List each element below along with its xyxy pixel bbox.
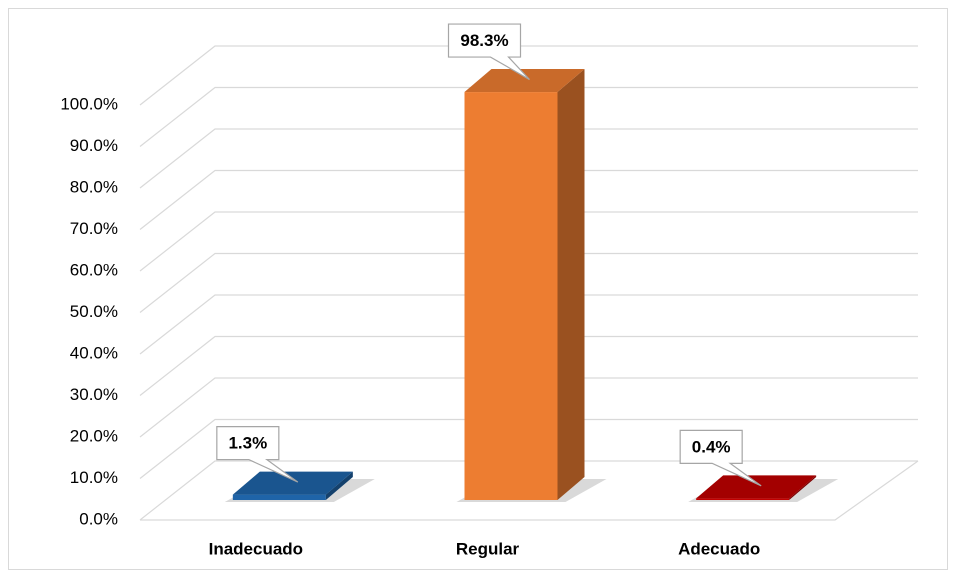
data-label: 98.3% [460,31,508,50]
bar [464,69,585,501]
y-tick-label: 40.0% [70,343,118,362]
bar-side [557,69,585,501]
grid-line [139,252,918,313]
bar-side [325,471,353,500]
grid-line [139,211,918,272]
grid-line [139,418,918,479]
label-callout [447,23,530,81]
grid-line [139,294,918,355]
y-tick-label: 30.0% [70,385,118,404]
data-label: 0.4% [692,437,731,456]
bar-front [232,494,326,500]
y-tick-label: 70.0% [70,219,118,238]
y-tick-label: 80.0% [70,177,118,196]
bar-front [696,498,790,500]
bar-front [464,92,558,501]
bar-top [464,69,585,93]
grid-line [139,45,918,106]
y-tick-label: 90.0% [70,136,118,155]
y-tick-label: 0.0% [79,509,118,528]
grid-line [139,377,918,438]
floor-edge [140,460,919,521]
x-tick-label: Regular [456,539,520,558]
grid-line [139,128,918,189]
x-tick-label: Inadecuado [209,539,303,558]
x-tick-label: Adecuado [678,539,760,558]
label-callout [216,426,299,483]
grid-line [139,335,918,396]
bar-side [789,475,817,500]
y-tick-label: 10.0% [70,468,118,487]
y-tick-label: 20.0% [70,426,118,445]
y-tick-label: 50.0% [70,302,118,321]
data-label: 1.3% [228,434,267,453]
bar-top [232,471,353,495]
bar [696,475,817,500]
bar [232,471,353,500]
grid-line [139,86,918,147]
bar-top [696,475,817,499]
y-tick-label: 60.0% [70,260,118,279]
y-tick-label: 100.0% [60,94,118,113]
label-callout [679,429,762,487]
grid-line [139,169,918,230]
